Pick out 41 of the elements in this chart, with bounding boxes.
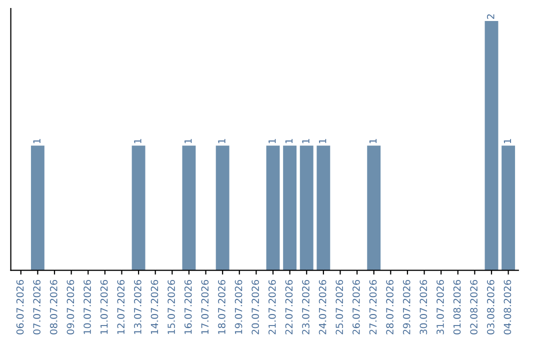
x-tick-label: 09.07.2026 (66, 280, 74, 334)
x-tick-label: 03.08.2026 (486, 280, 494, 334)
x-tick-label: 07.07.2026 (33, 280, 41, 334)
x-tick-label: 22.07.2026 (285, 280, 293, 334)
x-tick-label: 18.07.2026 (218, 280, 226, 334)
data-label: 1 (218, 138, 226, 144)
x-tick-label: 25.07.2026 (336, 280, 344, 334)
x-tick-label: 01.08.2026 (453, 280, 461, 334)
x-tick-label: 26.07.2026 (352, 280, 360, 334)
x-tick-label: 13.07.2026 (134, 280, 142, 334)
data-label: 1 (285, 138, 292, 144)
x-tick-label: 24.07.2026 (318, 280, 326, 334)
data-label: 1 (319, 138, 326, 144)
x-tick-label: 11.07.2026 (100, 280, 108, 334)
x-tick-label: 27.07.2026 (369, 280, 377, 334)
x-tick-label: 10.07.2026 (84, 280, 91, 334)
x-tick-label: 20.07.2026 (252, 280, 260, 334)
data-label: 1 (302, 138, 310, 144)
x-tick-label: 19.07.2026 (234, 280, 242, 334)
x-tick-label: 16.07.2026 (184, 280, 192, 334)
x-tick-label: 17.07.2026 (201, 280, 209, 334)
x-tick-label: 02.08.2026 (470, 280, 478, 334)
x-tick-label: 23.07.2026 (302, 280, 310, 334)
data-label: 1 (268, 138, 276, 144)
x-tick-label: 08.07.2026 (50, 280, 58, 334)
x-tick-label: 14.07.2026 (150, 280, 158, 334)
x-tick-label: 06.07.2026 (16, 280, 24, 334)
x-tick-label: 29.07.2026 (402, 280, 410, 334)
data-label: 1 (184, 138, 192, 144)
data-label: 2 (486, 14, 494, 19)
x-tick-label: 28.07.2026 (386, 280, 394, 334)
data-label: 1 (369, 138, 377, 144)
x-tick-label: 30.07.2026 (420, 280, 428, 334)
data-label: 1 (33, 138, 40, 144)
x-tick-label: 12.07.2026 (117, 280, 125, 334)
x-tick-label: 31.07.2026 (436, 280, 444, 334)
data-label: 1 (134, 138, 142, 144)
x-tick-label: 21.07.2026 (268, 280, 276, 334)
x-tick-label: 15.07.2026 (168, 280, 175, 334)
x-tick-label: 04.08.2026 (504, 280, 512, 334)
data-label: 1 (504, 138, 511, 144)
